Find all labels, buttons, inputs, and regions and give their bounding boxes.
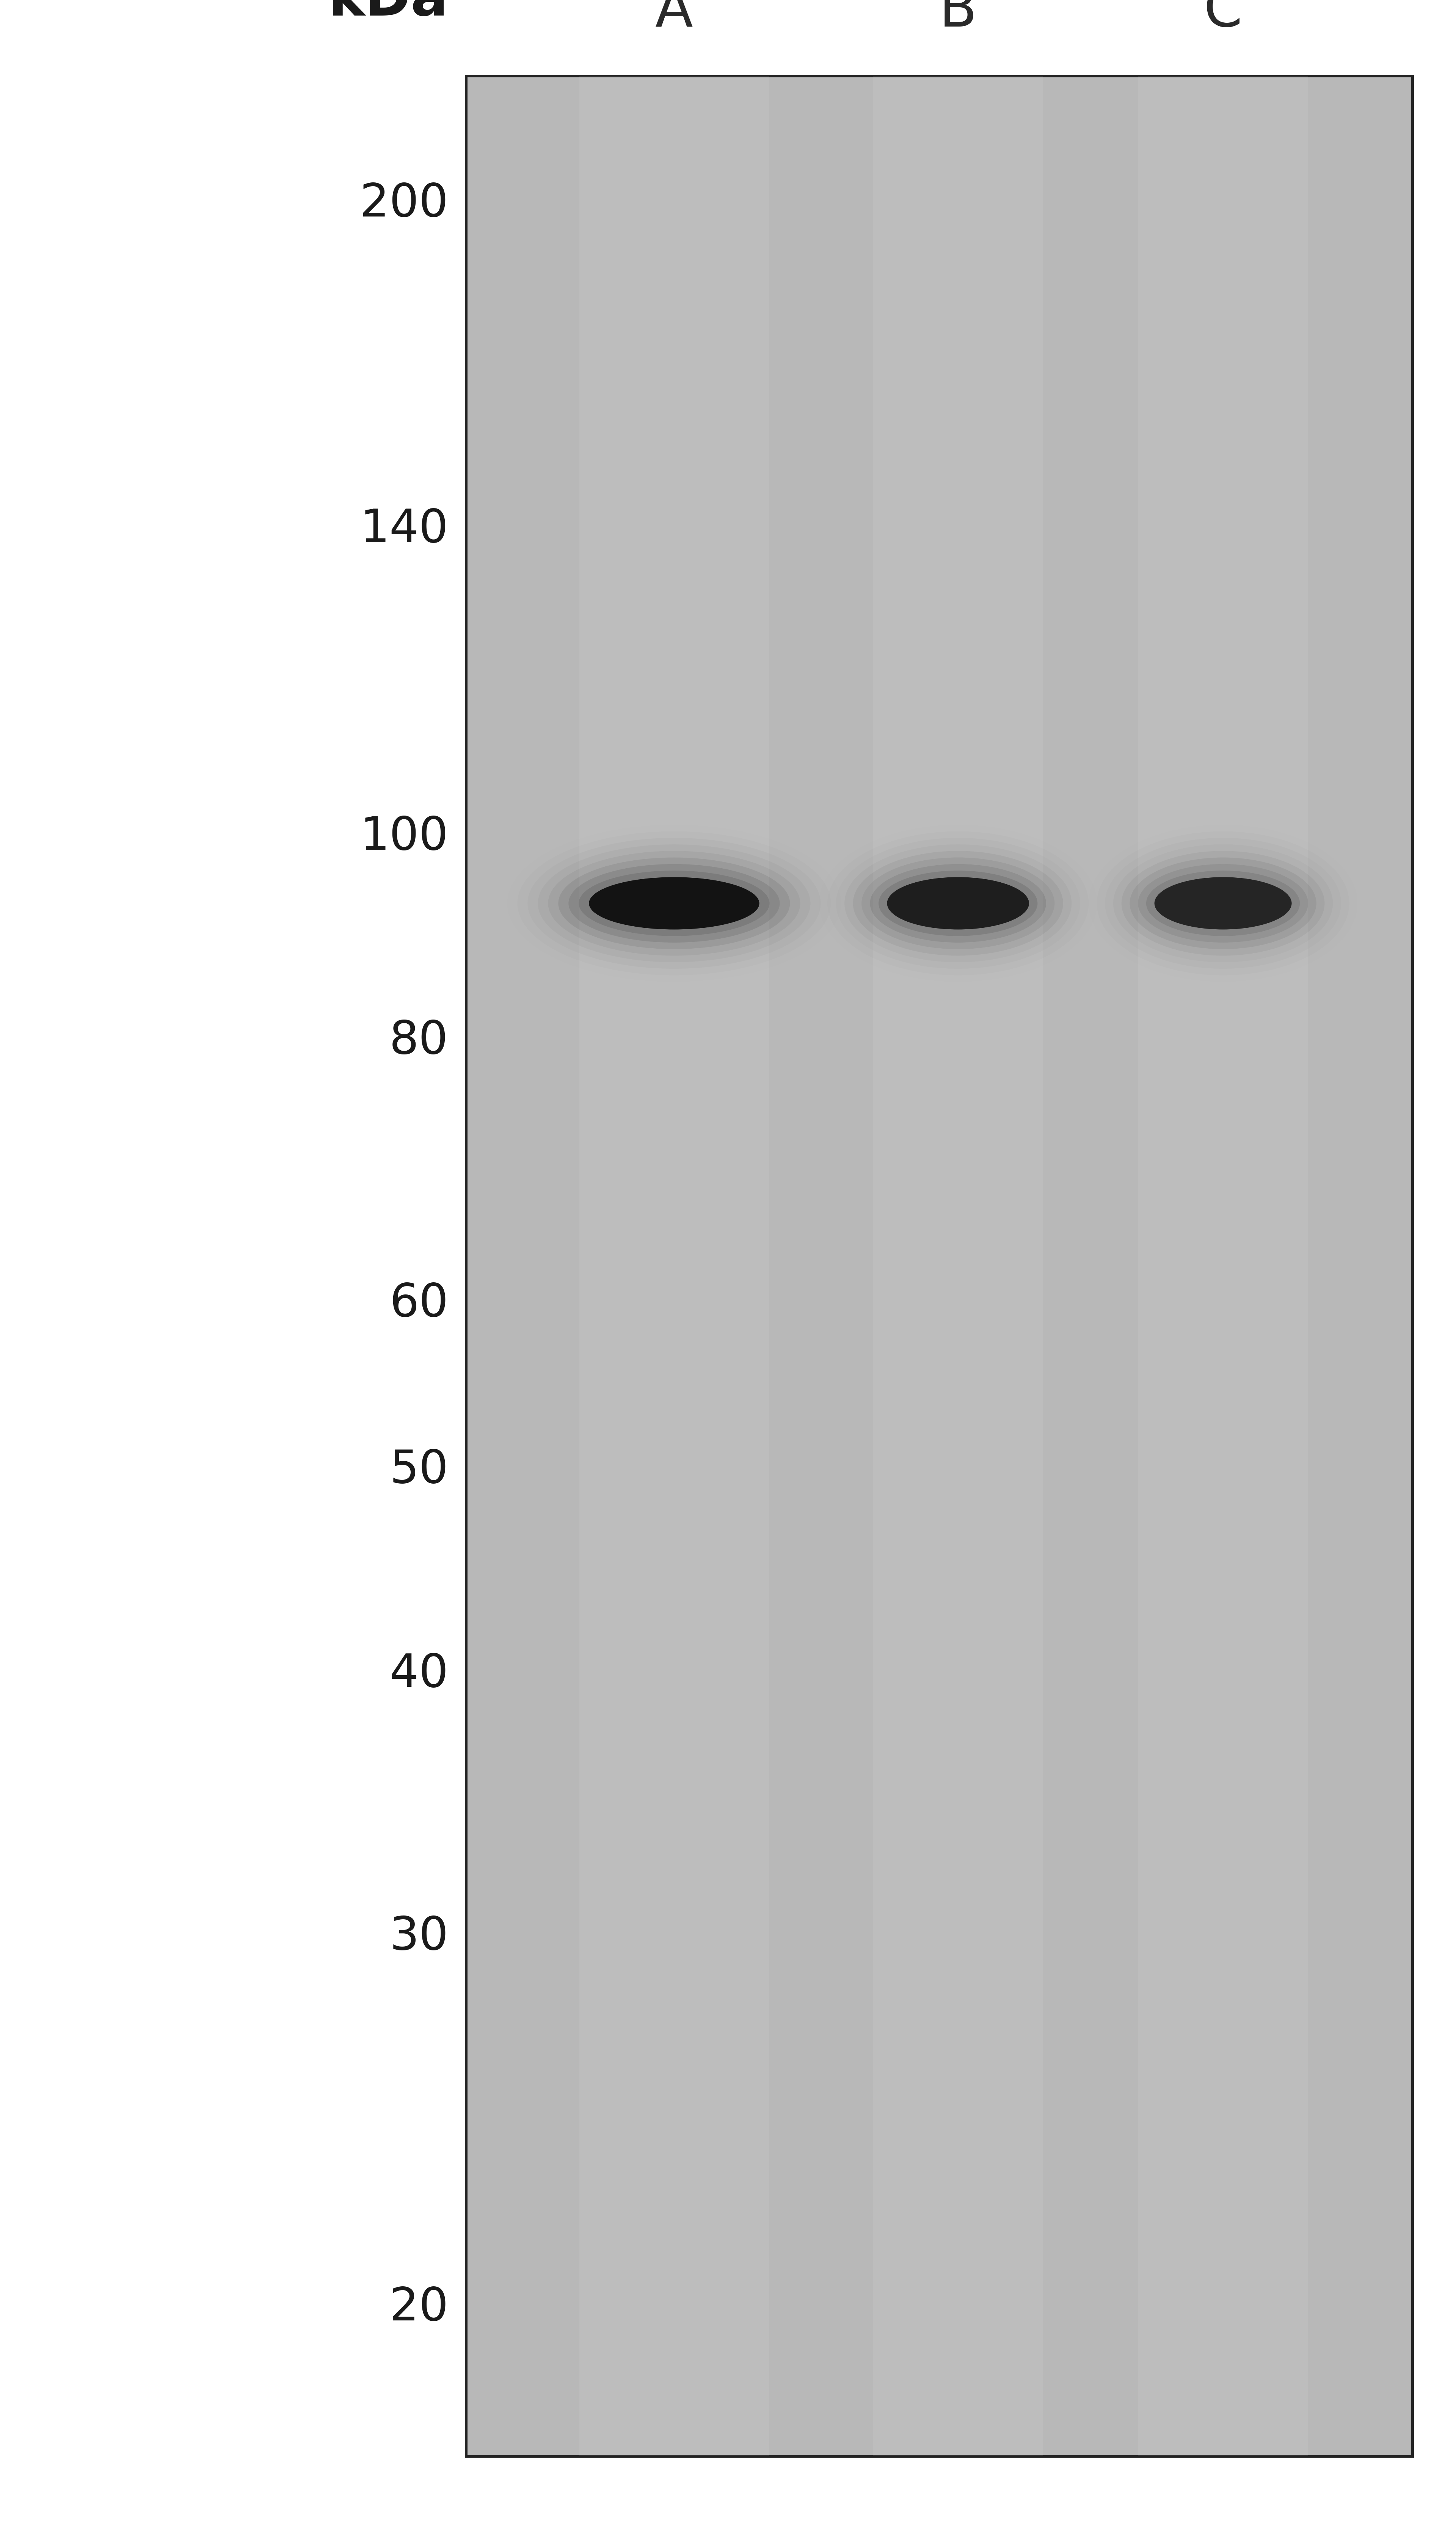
Bar bbox=[872, 76, 1042, 2456]
Text: kDa: kDa bbox=[329, 0, 448, 28]
Ellipse shape bbox=[887, 876, 1029, 929]
Bar bbox=[579, 76, 769, 2456]
Ellipse shape bbox=[1155, 876, 1291, 929]
Text: 50: 50 bbox=[390, 1448, 448, 1491]
Ellipse shape bbox=[878, 871, 1038, 937]
Ellipse shape bbox=[588, 876, 760, 929]
Ellipse shape bbox=[568, 863, 780, 942]
Ellipse shape bbox=[871, 863, 1045, 942]
Text: 20: 20 bbox=[389, 2286, 448, 2329]
Ellipse shape bbox=[862, 858, 1054, 950]
Ellipse shape bbox=[588, 876, 760, 929]
Ellipse shape bbox=[558, 858, 791, 950]
Text: B: B bbox=[939, 0, 977, 38]
Text: 40: 40 bbox=[390, 1651, 448, 1696]
Text: 200: 200 bbox=[360, 182, 448, 225]
Text: 80: 80 bbox=[390, 1018, 448, 1063]
Ellipse shape bbox=[887, 876, 1029, 929]
Ellipse shape bbox=[1155, 876, 1291, 929]
Text: A: A bbox=[655, 0, 693, 38]
Ellipse shape bbox=[578, 871, 770, 937]
Ellipse shape bbox=[1139, 863, 1307, 942]
Ellipse shape bbox=[547, 851, 801, 955]
Text: C: C bbox=[1204, 0, 1242, 38]
Ellipse shape bbox=[1146, 871, 1300, 937]
Bar bbox=[1137, 76, 1307, 2456]
Text: 60: 60 bbox=[390, 1281, 448, 1327]
Bar bbox=[466, 76, 1412, 2456]
Text: 140: 140 bbox=[360, 506, 448, 552]
Ellipse shape bbox=[1130, 858, 1316, 950]
Text: 30: 30 bbox=[390, 1914, 448, 1960]
Text: 100: 100 bbox=[360, 815, 448, 858]
